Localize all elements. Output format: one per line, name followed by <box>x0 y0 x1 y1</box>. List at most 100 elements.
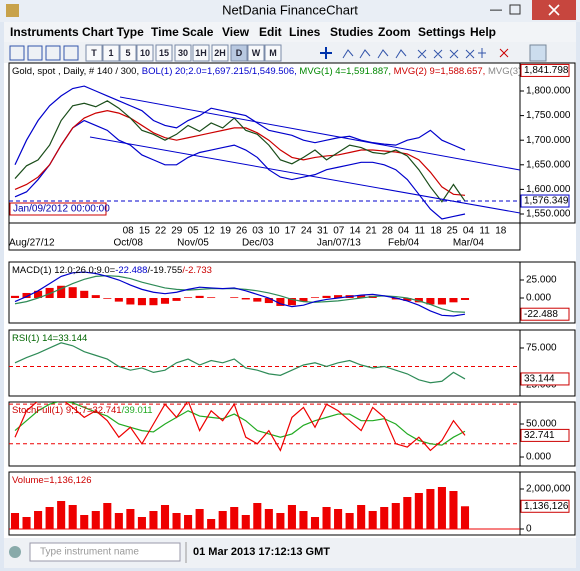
bar <box>437 298 446 305</box>
input-placeholder: Type instrument name <box>40 547 139 558</box>
series-line <box>14 402 466 446</box>
timescale-button[interactable] <box>230 44 248 62</box>
bar <box>137 298 146 306</box>
bar <box>218 511 227 529</box>
timescale-button[interactable] <box>247 44 265 62</box>
y-tick-label: 0.000 <box>526 293 551 304</box>
menu-item[interactable]: View <box>222 25 250 39</box>
bar <box>195 295 204 299</box>
bar <box>357 295 366 299</box>
draw-tools[interactable] <box>417 49 475 59</box>
x-tick-label: 26 <box>236 226 248 237</box>
info-part: StochFull(1) 9;1;7=32.741 <box>12 405 122 416</box>
panel-info: Volume=1,136,126 <box>12 475 92 486</box>
timescale-button[interactable] <box>155 44 173 62</box>
maximize-button[interactable] <box>509 4 521 15</box>
tool-icon[interactable] <box>478 48 486 58</box>
value-box <box>520 63 570 77</box>
delete-tool[interactable] <box>499 48 509 58</box>
timescale-button[interactable] <box>85 44 103 62</box>
bar <box>426 489 435 529</box>
bar <box>57 285 66 299</box>
x-tick-label: 03 <box>252 226 264 237</box>
crosshair-tool[interactable] <box>320 47 332 59</box>
y-tick-label: 1,600.000 <box>526 184 571 195</box>
bar <box>264 509 273 529</box>
line-tools[interactable] <box>342 49 407 59</box>
timescale-button[interactable] <box>102 44 120 62</box>
y-tick-label: 75.000 <box>526 343 557 354</box>
bar <box>460 506 470 529</box>
instrument-input[interactable] <box>29 542 181 562</box>
x-month-label: Feb/04 <box>388 238 420 249</box>
plot <box>9 402 520 452</box>
y-tick-label: 2,000,000 <box>526 484 571 495</box>
value-box <box>520 307 570 321</box>
close-icon <box>548 4 560 16</box>
trend-line <box>119 96 520 171</box>
timescale-label: 30 <box>178 48 188 58</box>
info-part: -22.488 <box>115 265 147 276</box>
menu-item[interactable]: Help <box>470 25 496 39</box>
minimize-button[interactable]: — <box>490 2 502 16</box>
x-tick-label: 18 <box>495 226 507 237</box>
x-month-label: Nov/05 <box>177 238 209 249</box>
status-time: 01 Mar 2013 17:12:13 GMT <box>193 546 330 558</box>
menu-item[interactable]: Settings <box>418 25 466 39</box>
bar <box>160 298 170 304</box>
plot <box>9 487 520 530</box>
menu-item[interactable]: Lines <box>289 25 321 39</box>
date-area <box>8 222 521 251</box>
series-line <box>14 85 466 166</box>
bar <box>80 515 89 529</box>
bar <box>207 297 216 299</box>
bar <box>357 505 366 529</box>
bar <box>276 298 285 306</box>
menu-item[interactable]: Instruments <box>10 25 79 39</box>
menu-item[interactable]: Zoom <box>378 25 411 39</box>
bar <box>391 503 400 529</box>
menu-item[interactable]: Time Scale <box>151 25 214 39</box>
menu-item[interactable]: Chart Type <box>82 25 144 39</box>
bar <box>334 295 343 299</box>
bar <box>22 517 31 529</box>
bar <box>91 295 100 299</box>
x-tick-label: 21 <box>366 226 378 237</box>
timescale-label: 1 <box>108 48 113 58</box>
info-part: RSI(1) 14=33.144 <box>12 333 87 344</box>
tool-icon[interactable] <box>45 45 61 61</box>
title-bar <box>0 0 580 22</box>
y-tick-label: 0 <box>526 524 532 535</box>
panel-frame <box>8 261 576 324</box>
tool-icon[interactable] <box>529 44 547 62</box>
panel-frame <box>8 401 576 467</box>
info-part: MVG(2) 9=1,588.657, <box>394 66 488 77</box>
bar <box>207 519 216 529</box>
bar <box>114 513 123 529</box>
bar <box>380 507 389 529</box>
bar <box>184 515 193 529</box>
x-month-label: Aug/27/12 <box>9 238 55 249</box>
info-part: Gold, spot , Daily, # 140 / 300, <box>12 66 142 77</box>
x-tick-label: 11 <box>415 226 426 237</box>
tool-icon[interactable] <box>27 45 43 61</box>
chart-panel: 1,800.000 1,750.000 1,700.000 1,650.000 1,60… <box>8 62 576 251</box>
timescale-button[interactable] <box>119 44 137 62</box>
tool-icon[interactable] <box>63 45 79 61</box>
timescale-button[interactable] <box>192 44 210 62</box>
bar <box>368 511 377 529</box>
timescale-button[interactable] <box>264 44 282 62</box>
x-tick-label: 15 <box>139 226 151 237</box>
panel-frame <box>8 329 576 397</box>
menu-item[interactable]: Studies <box>330 25 374 39</box>
timescale-button[interactable] <box>211 44 229 62</box>
menu-item[interactable]: Edit <box>259 25 282 39</box>
x-tick-label: 19 <box>220 226 232 237</box>
bar <box>45 287 54 299</box>
bar <box>299 511 308 529</box>
bar <box>172 513 181 529</box>
timescale-button[interactable] <box>136 44 154 62</box>
timescale-button[interactable] <box>174 44 192 62</box>
tool-icon[interactable] <box>9 45 25 61</box>
bar <box>241 298 250 300</box>
